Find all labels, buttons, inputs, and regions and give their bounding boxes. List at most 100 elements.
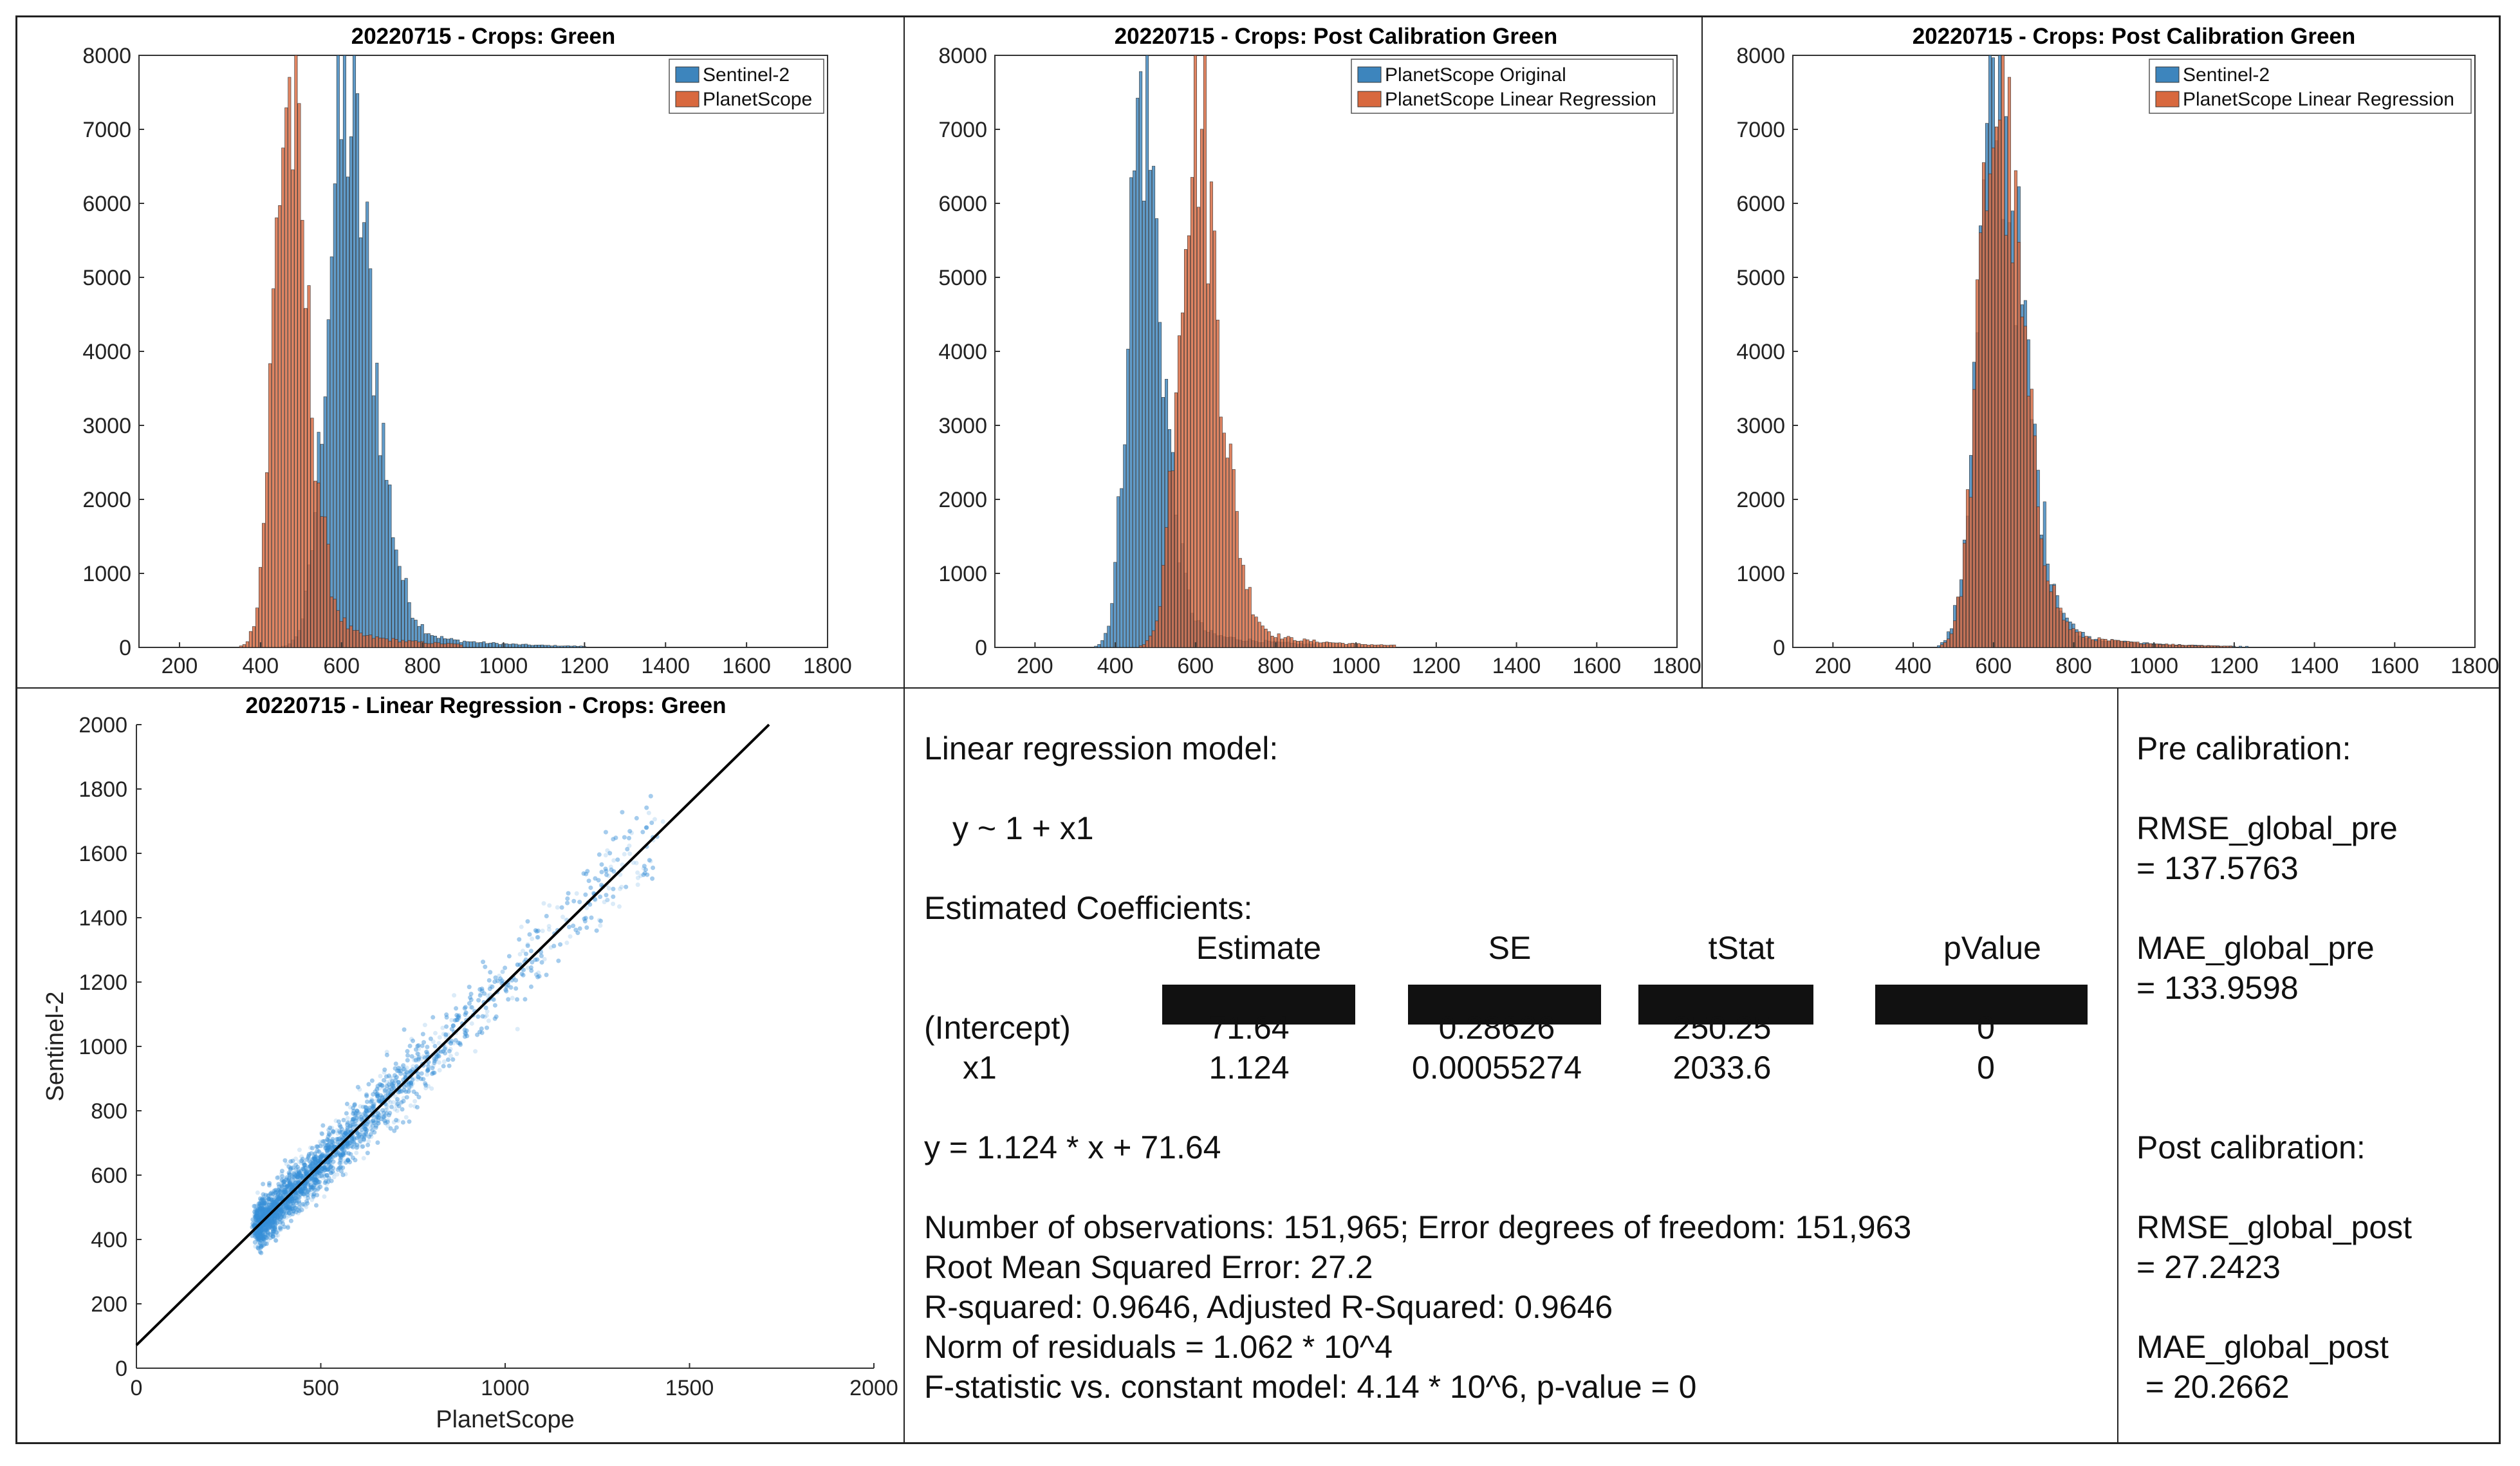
- scatter-point: [289, 1205, 294, 1211]
- scatter-point: [425, 1072, 430, 1077]
- hist-bar: [394, 639, 398, 648]
- scatter-point: [306, 1165, 311, 1171]
- scatter-point: [266, 1205, 272, 1210]
- scatter-point: [377, 1097, 382, 1102]
- scatter-point: [515, 962, 521, 967]
- x-tick-label: 200: [1815, 654, 1851, 678]
- scatter-point: [260, 1205, 265, 1211]
- scatter-point: [275, 1200, 280, 1205]
- hist-bar: [414, 640, 418, 648]
- scatter-point: [436, 1041, 441, 1046]
- hist-bar: [1956, 597, 1960, 648]
- scatter-point: [295, 1196, 300, 1201]
- hist-bar: [2229, 645, 2233, 648]
- hist-bar: [2126, 641, 2130, 648]
- hist-bar: [2123, 642, 2127, 648]
- scatter-point: [629, 830, 634, 835]
- hist-bar: [2017, 242, 2021, 648]
- scatter-point: [303, 1170, 308, 1175]
- scatter-point: [638, 873, 644, 878]
- hist-bar: [245, 641, 249, 648]
- hist-bar: [1972, 389, 1976, 648]
- scatter-point: [651, 865, 656, 870]
- scatter-point: [325, 1151, 330, 1156]
- scatter-point: [253, 1244, 258, 1249]
- scatter-point: [431, 1039, 436, 1044]
- scatter-point: [337, 1156, 342, 1161]
- scatter-point: [255, 1229, 261, 1234]
- hist-bar: [1174, 392, 1178, 648]
- scatter-point: [358, 1139, 364, 1144]
- hist-bar: [333, 183, 337, 648]
- scatter-point: [289, 1165, 294, 1170]
- scatter-point: [339, 1147, 344, 1152]
- scatter-point: [408, 1103, 413, 1108]
- scatter-point: [611, 901, 616, 906]
- hist-bar: [1328, 642, 1332, 648]
- scatter-point: [276, 1192, 281, 1198]
- scatter-point: [311, 1156, 317, 1162]
- hist-bar: [362, 635, 366, 648]
- scatter-point: [660, 819, 665, 824]
- hist-bar: [2068, 629, 2072, 648]
- scatter-point: [416, 1052, 421, 1057]
- scatter-point: [268, 1232, 273, 1238]
- scatter-point: [280, 1213, 285, 1218]
- scatter-point: [445, 1057, 450, 1062]
- scatter-point: [337, 1129, 342, 1134]
- scatter-point: [358, 1111, 363, 1117]
- scatter-point: [539, 953, 544, 958]
- scatter-point: [279, 1171, 284, 1176]
- scatter-point: [261, 1210, 266, 1215]
- hist-bar: [1257, 622, 1261, 648]
- scatter-point: [620, 810, 625, 815]
- hist-bar: [1985, 210, 1988, 648]
- scatter-point: [387, 1085, 393, 1090]
- scatter-point: [315, 1160, 320, 1165]
- scatter-point: [303, 1203, 308, 1208]
- scatter-point: [269, 1198, 274, 1203]
- scatter-point: [257, 1232, 262, 1237]
- scatter-point: [254, 1210, 259, 1215]
- scatter-point: [259, 1205, 264, 1210]
- hist-bar: [346, 176, 349, 648]
- scatter-point: [369, 1078, 375, 1083]
- scatter-point: [281, 1203, 286, 1208]
- scatter-point: [307, 1164, 312, 1169]
- scatter-point: [378, 1073, 383, 1079]
- hist-bar: [2075, 631, 2079, 648]
- plot-area: [994, 55, 1678, 648]
- hist-bar: [1341, 643, 1345, 648]
- scatter-point: [414, 1105, 420, 1110]
- scatter-point: [299, 1154, 304, 1159]
- scatter-point: [421, 1054, 426, 1059]
- scatter-point: [454, 1006, 459, 1011]
- hist-bar: [1315, 642, 1319, 648]
- scatter-point: [452, 993, 457, 998]
- scatter-point: [403, 1115, 409, 1120]
- scatter-point: [485, 1025, 490, 1030]
- scatter-point: [650, 876, 655, 881]
- hist-bar: [440, 644, 443, 648]
- scatter-point: [281, 1192, 286, 1198]
- scatter-point: [294, 1166, 299, 1171]
- hist-bar: [2165, 644, 2169, 648]
- scatter-point: [255, 1236, 261, 1241]
- scatter-point: [284, 1184, 289, 1189]
- scatter-point: [584, 905, 589, 911]
- hist-bar: [2194, 645, 2198, 648]
- plot-area: [1792, 55, 2476, 648]
- scatter-point: [357, 1142, 362, 1147]
- x-tick-label: 200: [1017, 654, 1053, 678]
- hist-bar: [1155, 218, 1159, 648]
- hist-bar: [2088, 637, 2091, 648]
- scatter-point: [454, 1006, 459, 1011]
- scatter-point: [261, 1203, 266, 1208]
- scatter-point: [366, 1082, 371, 1087]
- hist-bar: [570, 645, 573, 648]
- hist-bar: [294, 55, 298, 648]
- scatter-point: [540, 929, 545, 934]
- chart-title: 20220715 - Linear Regression - Crops: Gr…: [246, 693, 727, 718]
- scatter-point: [517, 952, 523, 957]
